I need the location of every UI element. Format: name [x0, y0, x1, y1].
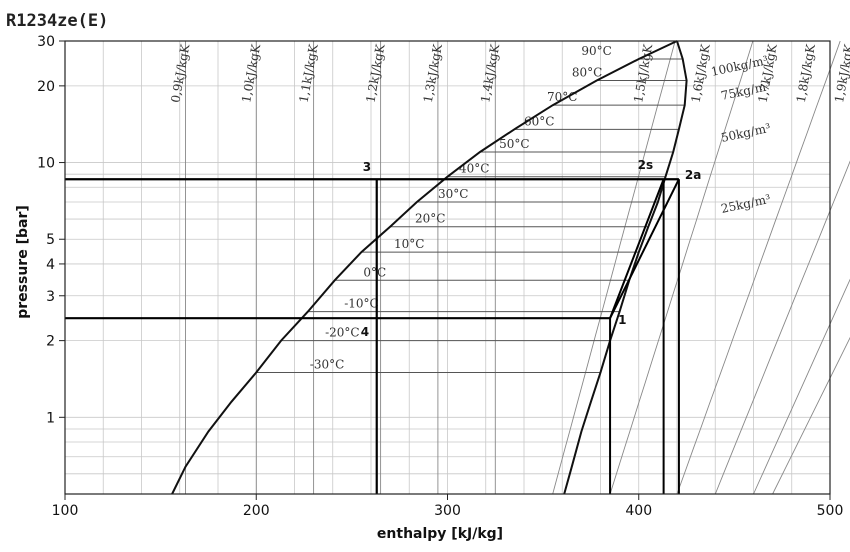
y-tick-label: 2	[46, 334, 55, 350]
compression-isentropic-line	[609, 178, 665, 319]
saturated-vapor-line	[563, 40, 688, 495]
cycle-point-4: 4	[361, 325, 369, 339]
entropy-label: 1,4kJ/kgK	[478, 42, 502, 104]
entropy-label: 0,9kJ/kgK	[168, 42, 192, 104]
density-label: 25kg/m³	[720, 192, 772, 216]
cycle-point-1: 1	[618, 313, 626, 327]
x-tick-label: 100	[52, 503, 79, 519]
isotherm-label: 20°C	[415, 212, 445, 226]
isotherm-label: 30°C	[438, 187, 468, 201]
entropy-line	[753, 278, 850, 495]
entropy-line	[772, 336, 850, 495]
entropy-label: 1,6kJ/kgK	[689, 42, 713, 104]
isolines: 0,9kJ/kgK 1,0kJ/kgK 1,1kJ/kgK 1,2kJ/kgK 1,3k…	[168, 40, 850, 495]
isotherm-label: 90°C	[581, 44, 611, 58]
isotherm-label: 80°C	[572, 65, 602, 79]
plot-frame	[64, 40, 831, 495]
y-tick-label: 4	[46, 257, 55, 273]
x-tick-label: 300	[434, 503, 461, 519]
entropy-line	[552, 40, 676, 495]
isotherm-label: 40°C	[459, 162, 489, 176]
entropy-label: 1,8kJ/kgK	[794, 42, 818, 104]
entropy-label: 1,0kJ/kgK	[239, 42, 263, 104]
isotherm-label: -20°C	[325, 326, 360, 340]
isotherm-label: -10°C	[344, 297, 379, 311]
entropy-line	[609, 40, 754, 495]
entropy-label: 1,5kJ/kgK	[631, 42, 655, 104]
entropy-label: 1,3kJ/kgK	[421, 42, 445, 104]
entropy-label: 1,1kJ/kgK	[297, 42, 321, 104]
y-tick-label: 20	[37, 79, 55, 95]
entropy-label: 1,9kJ/kgK	[832, 42, 850, 104]
y-tick-label: 3	[46, 289, 55, 305]
isotherm-label: 10°C	[394, 237, 424, 251]
isotherm-label: 0°C	[363, 265, 386, 279]
y-tick-label: 5	[46, 232, 55, 248]
isotherm-label: 70°C	[547, 90, 577, 104]
entropy-line	[676, 40, 841, 495]
entropy-line	[714, 160, 850, 495]
entropy-label: 1,2kJ/kgK	[363, 42, 387, 104]
refrigeration-cycle: 1 2s 2a 3 4	[65, 158, 701, 494]
isotherm-label: -30°C	[310, 357, 345, 371]
x-axis-label: enthalpy [kJ/kg]	[377, 526, 503, 542]
cycle-point-2a: 2a	[685, 168, 701, 182]
y-tick-label: 10	[37, 156, 55, 172]
y-tick-label: 1	[46, 410, 55, 426]
x-tick-label: 500	[817, 503, 844, 519]
y-axis-label: pressure [bar]	[15, 205, 31, 319]
compression-actual-line	[609, 178, 680, 319]
saturated-liquid-line	[171, 40, 678, 495]
x-tick-label: 200	[243, 503, 270, 519]
x-tick-label: 400	[625, 503, 652, 519]
axis-ticks: 100 200 300 400 500 1 2 3 4 5 10 20 30	[37, 34, 843, 519]
isotherm-label: 50°C	[499, 137, 529, 151]
grid	[64, 40, 831, 494]
chart-title: R1234ze(E)	[6, 11, 108, 31]
density-label: 50kg/m³	[720, 121, 772, 145]
y-tick-label: 30	[37, 34, 55, 50]
cycle-point-2s: 2s	[638, 158, 654, 172]
cycle-point-3: 3	[363, 160, 371, 174]
